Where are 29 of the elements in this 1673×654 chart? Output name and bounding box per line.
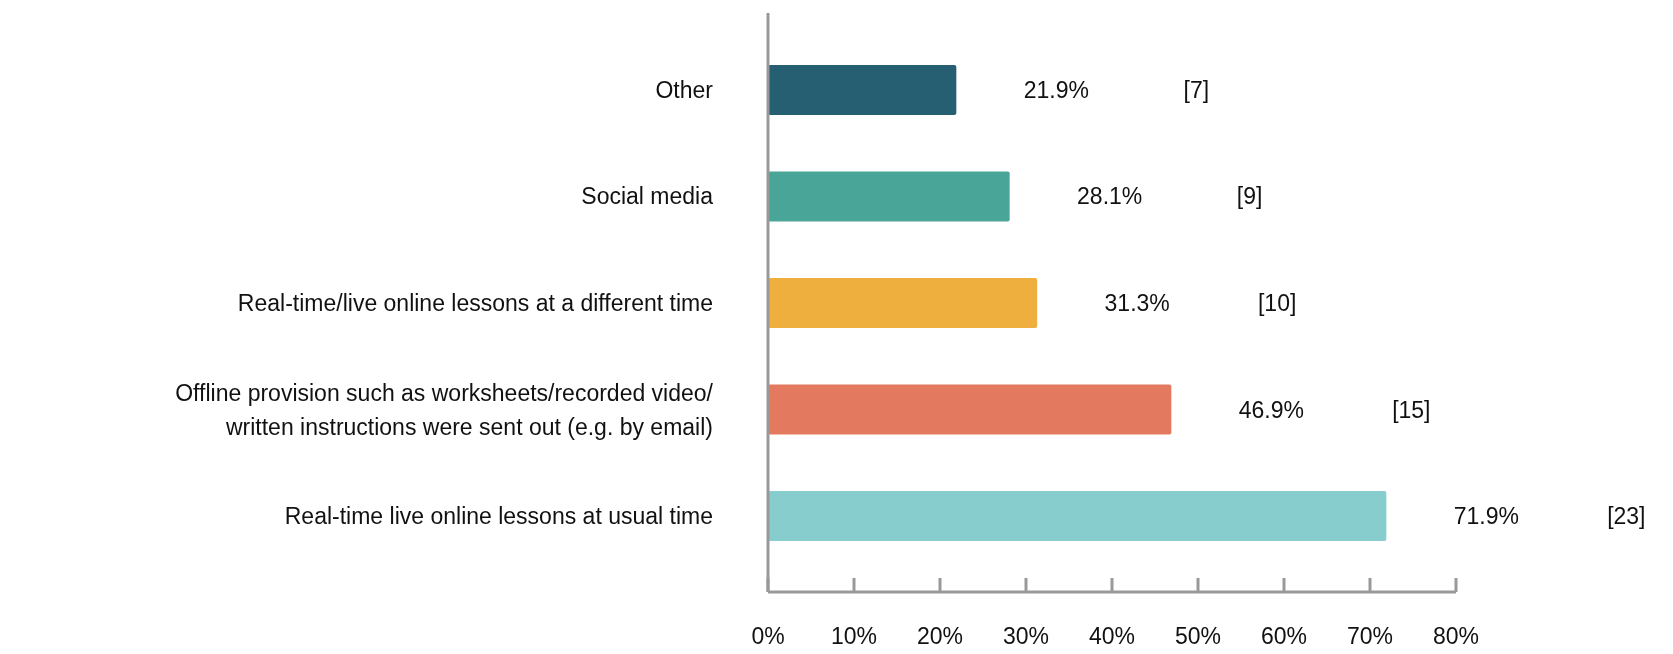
y-tick-label: Other bbox=[655, 76, 714, 103]
bar bbox=[768, 64, 957, 116]
x-tick-label: 10% bbox=[830, 623, 878, 649]
y-tick-label: Real-time live online lessons at usual time bbox=[284, 503, 713, 530]
x-tick-label: 30% bbox=[1002, 623, 1050, 649]
data-label: 46.9% bbox=[1238, 396, 1304, 423]
bar bbox=[768, 490, 1387, 542]
y-tick-label: Offline provision such as worksheets/recorded video/ written instructions were sent out (e.g. by email) bbox=[175, 379, 714, 440]
x-tick-label: 20% bbox=[916, 623, 964, 649]
bar bbox=[768, 384, 1172, 435]
x-tick-label: 50% bbox=[1174, 623, 1222, 649]
data-label: 21.9% bbox=[1023, 76, 1089, 103]
x-tick-label: 0% bbox=[751, 623, 785, 649]
annotation: [15] bbox=[1392, 396, 1431, 423]
y-tick-label: Social media bbox=[581, 183, 714, 210]
bar bbox=[768, 277, 1038, 329]
annotation: [7] bbox=[1183, 76, 1210, 103]
data-label: 28.1% bbox=[1077, 183, 1143, 210]
x-tick-label: 80% bbox=[1432, 623, 1480, 649]
annotation: [10] bbox=[1257, 290, 1297, 316]
data-label: 71.9% bbox=[1453, 503, 1519, 530]
x-tick-label: 40% bbox=[1088, 623, 1136, 649]
data-label: 31.3% bbox=[1104, 290, 1170, 316]
y-tick-label: Real-time/live online lessons at a different time bbox=[237, 290, 713, 316]
x-tick-label: 60% bbox=[1260, 623, 1308, 649]
x-tick-label: 70% bbox=[1346, 623, 1394, 649]
annotation: [9] bbox=[1236, 183, 1263, 210]
text: [23] bbox=[1607, 503, 1646, 530]
bar bbox=[768, 171, 1010, 222]
